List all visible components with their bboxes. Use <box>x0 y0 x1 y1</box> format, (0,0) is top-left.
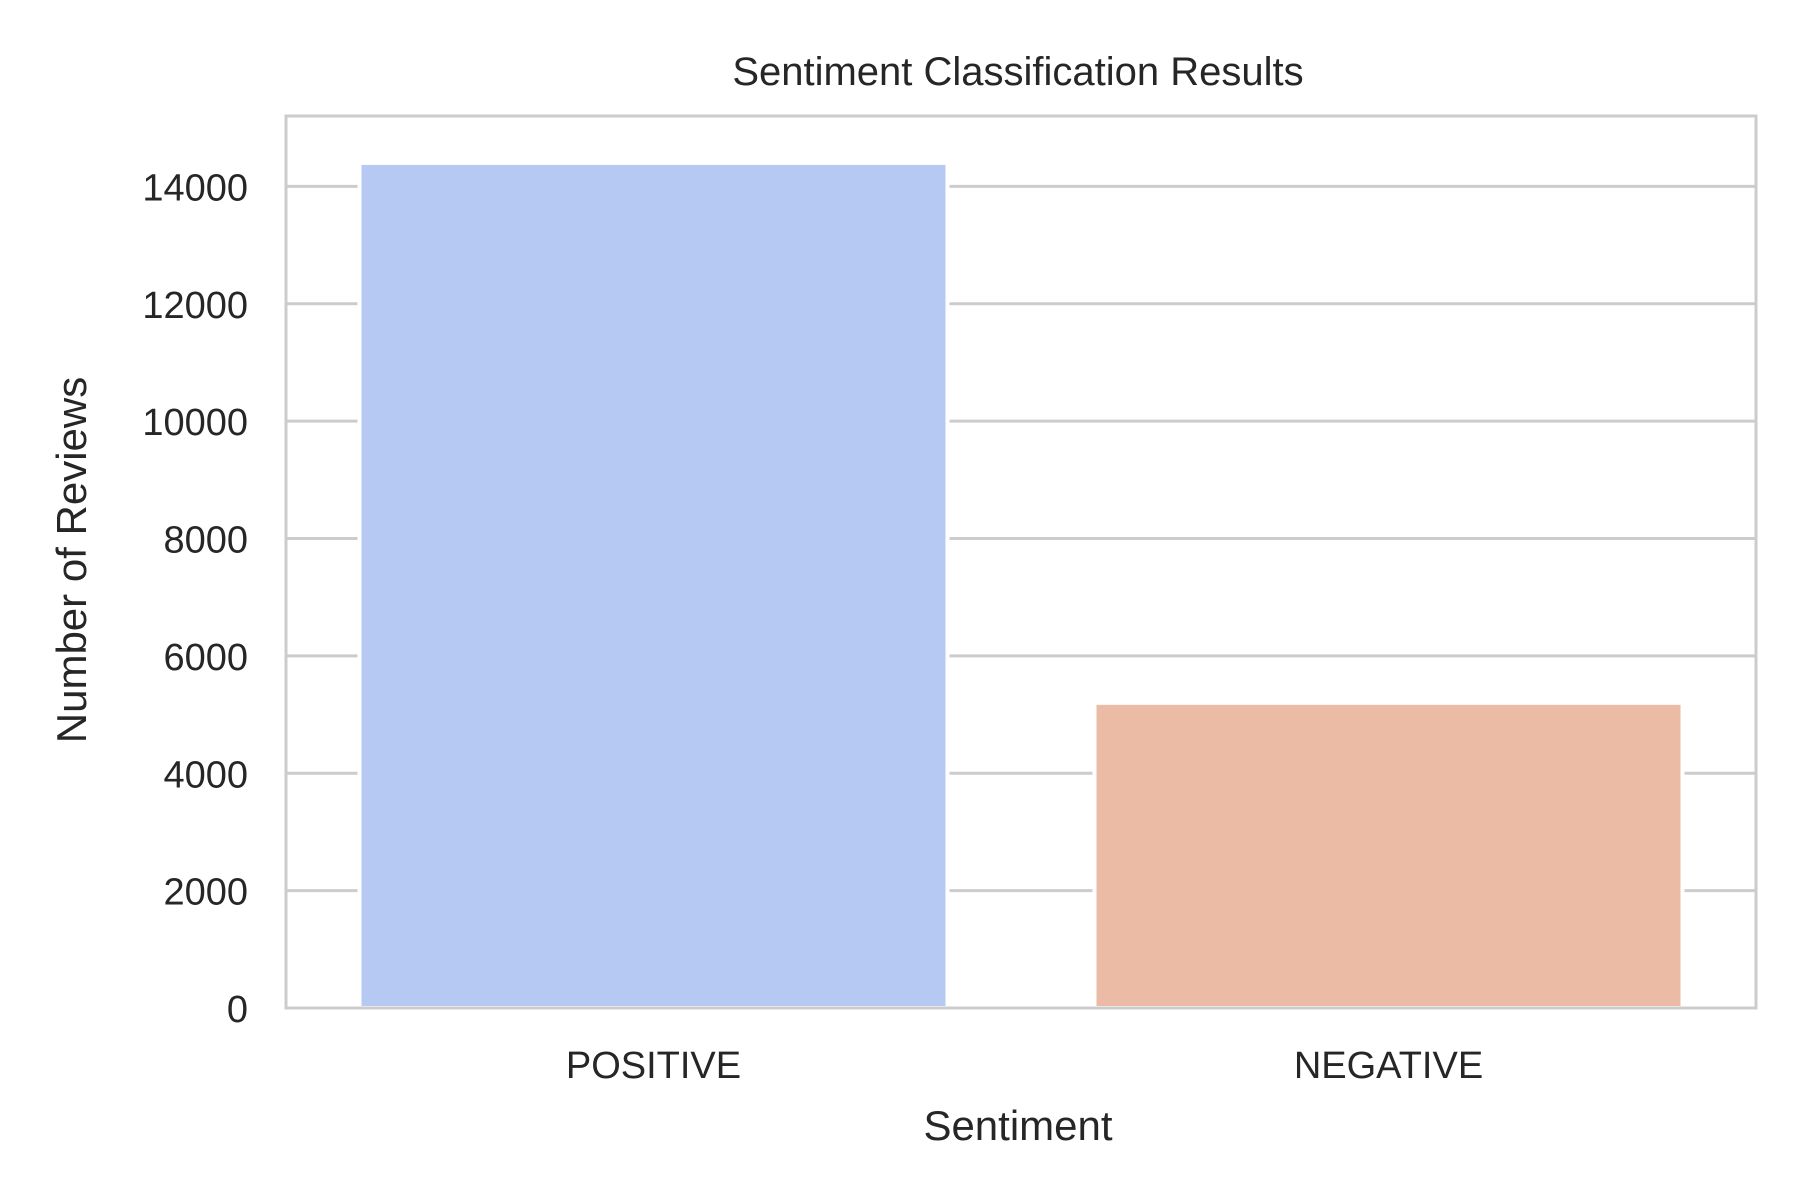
y-axis-label: Number of Reviews <box>48 377 95 743</box>
x-tick-label: NEGATIVE <box>1294 1045 1483 1087</box>
bars <box>357 160 1685 1010</box>
bar-negative <box>1092 700 1685 1010</box>
y-tick-label: 14000 <box>142 167 248 209</box>
y-tick-label: 2000 <box>163 872 248 914</box>
y-tick-label: 12000 <box>142 285 248 327</box>
plot-frame <box>284 114 1758 1010</box>
x-tick-label: POSITIVE <box>566 1045 741 1087</box>
y-tick-label: 6000 <box>163 637 248 679</box>
y-tick-label: 8000 <box>163 520 248 562</box>
bar-positive <box>357 160 950 1010</box>
y-tick-label: 0 <box>227 989 248 1031</box>
y-tick-labels: 0 2000 4000 6000 8000 10000 12000 14000 <box>142 167 248 1031</box>
x-axis-label: Sentiment <box>923 1102 1112 1149</box>
y-tick-label: 4000 <box>163 754 248 796</box>
axes-frame <box>284 114 1758 1010</box>
chart-title: Sentiment Classification Results <box>732 50 1303 94</box>
x-tick-labels: POSITIVE NEGATIVE <box>566 1045 1483 1087</box>
y-tick-label: 10000 <box>142 402 248 444</box>
